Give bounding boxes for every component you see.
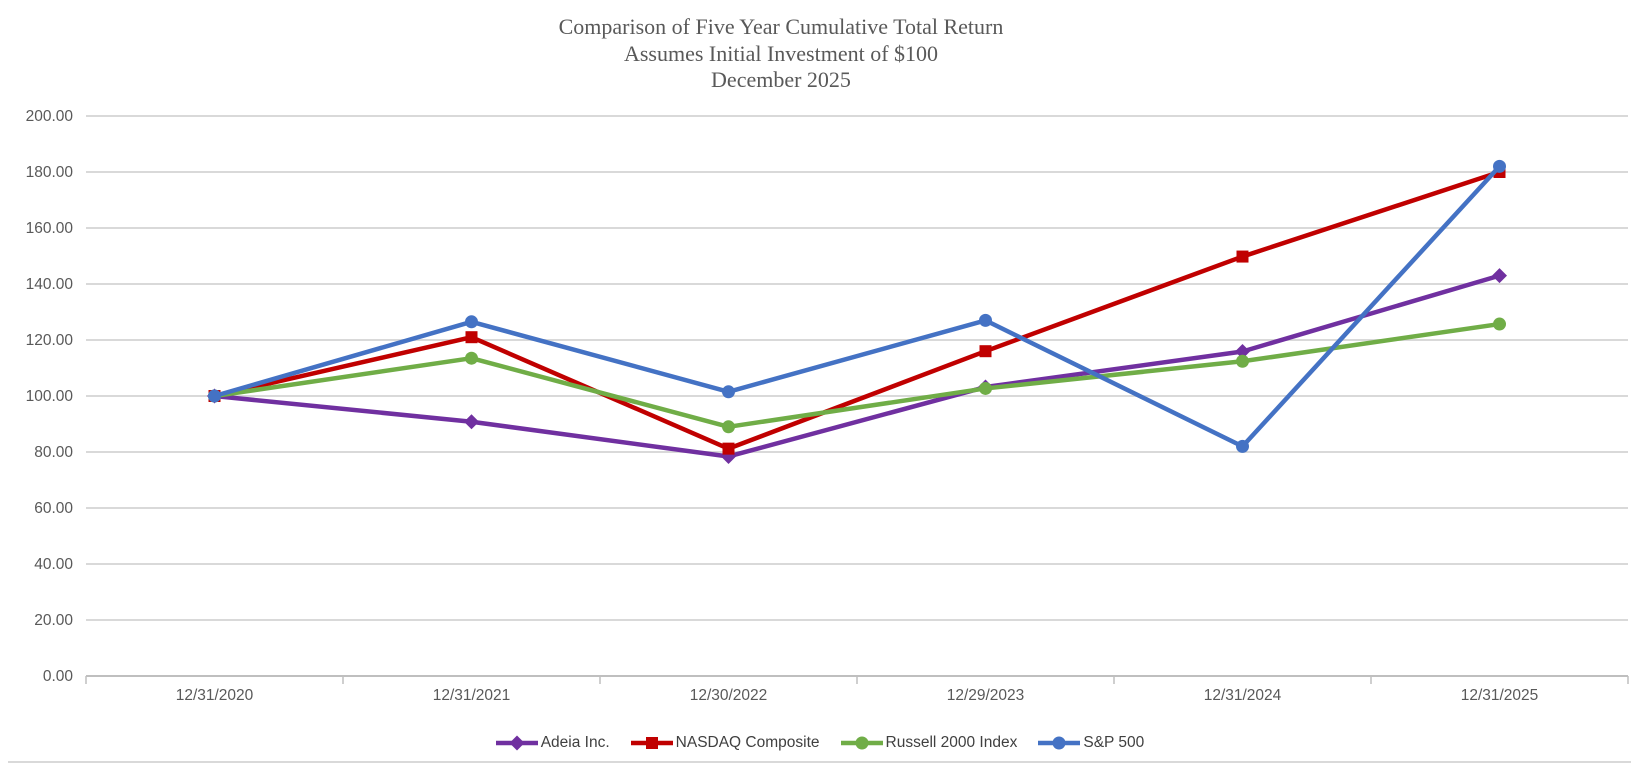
legend-key-swatch bbox=[630, 737, 673, 749]
y-tick-label: 140.00 bbox=[26, 276, 74, 293]
circle-marker bbox=[465, 351, 478, 365]
legend-label: Adeia Inc. bbox=[540, 734, 610, 751]
circle-marker bbox=[1493, 159, 1506, 173]
x-tick-label: 12/31/2024 bbox=[1204, 687, 1282, 704]
square-marker bbox=[979, 345, 992, 358]
circle-marker bbox=[1236, 439, 1249, 453]
chart-subtitle: Assumes Initial Investment of $100 bbox=[623, 40, 939, 66]
x-tick-label: 12/29/2023 bbox=[947, 687, 1025, 704]
y-tick-label: 120.00 bbox=[26, 332, 74, 349]
y-tick-label: 0.00 bbox=[43, 668, 74, 685]
y-tick-label: 180.00 bbox=[26, 164, 74, 181]
y-tick-label: 160.00 bbox=[26, 220, 74, 237]
circle-marker bbox=[1052, 736, 1066, 750]
y-tick-label: 100.00 bbox=[26, 388, 74, 405]
circle-marker bbox=[208, 389, 221, 403]
circle-marker bbox=[722, 420, 735, 434]
diamond-marker bbox=[1492, 268, 1507, 284]
bottom-divider-line bbox=[8, 761, 1631, 763]
diamond-marker bbox=[1235, 343, 1250, 359]
legend-item-russell-2000-index: Russell 2000 Index bbox=[840, 734, 1018, 752]
circle-marker bbox=[1493, 317, 1506, 331]
legend-key-swatch bbox=[495, 735, 538, 751]
legend-item-s-p-500: S&P 500 bbox=[1037, 734, 1144, 752]
circle-marker bbox=[1236, 354, 1249, 368]
legend-label: S&P 500 bbox=[1083, 734, 1145, 751]
legend-label: NASDAQ Composite bbox=[675, 734, 820, 751]
series-line-s-p-500 bbox=[212, 164, 1502, 449]
square-marker bbox=[645, 737, 658, 749]
y-tick-label: 20.00 bbox=[34, 612, 73, 629]
series-line-russell-2000-index bbox=[212, 321, 1502, 430]
circle-marker bbox=[465, 315, 478, 329]
legend-key-swatch bbox=[840, 736, 883, 750]
square-marker bbox=[1236, 250, 1249, 263]
circle-marker bbox=[722, 385, 735, 399]
chart-period-label: December 2025 bbox=[711, 67, 851, 92]
y-tick-label: 200.00 bbox=[26, 108, 74, 125]
square-marker bbox=[465, 331, 478, 344]
legend-item-nasdaq-composite: NASDAQ Composite bbox=[630, 734, 820, 752]
series-line-adeia-inc- bbox=[212, 273, 1502, 459]
y-tick-label: 80.00 bbox=[34, 444, 73, 461]
chart-title-block: Comparison of Five Year Cumulative Total… bbox=[331, 14, 1231, 94]
square-marker bbox=[722, 442, 735, 455]
y-tick-label: 60.00 bbox=[34, 500, 73, 517]
diamond-marker bbox=[464, 414, 479, 430]
x-tick-label: 12/31/2025 bbox=[1461, 687, 1539, 704]
circle-marker bbox=[855, 736, 869, 750]
y-tick-label: 40.00 bbox=[34, 556, 73, 573]
x-tick-label: 12/31/2021 bbox=[433, 687, 511, 704]
legend-item-adeia-inc-: Adeia Inc. bbox=[495, 734, 610, 752]
circle-marker bbox=[979, 313, 992, 327]
diamond-marker bbox=[509, 735, 525, 751]
chart-legend: Adeia Inc. NASDAQ Composite Russell 2000 I… bbox=[0, 731, 1639, 755]
chart-title: Comparison of Five Year Cumulative Total… bbox=[558, 14, 1004, 39]
x-tick-label: 12/30/2022 bbox=[690, 687, 768, 704]
legend-key-swatch bbox=[1038, 736, 1081, 750]
series-line-nasdaq-composite bbox=[212, 169, 1502, 451]
x-tick-label: 12/31/2020 bbox=[176, 687, 254, 704]
legend-label: Russell 2000 Index bbox=[885, 734, 1018, 751]
circle-marker bbox=[979, 381, 992, 395]
